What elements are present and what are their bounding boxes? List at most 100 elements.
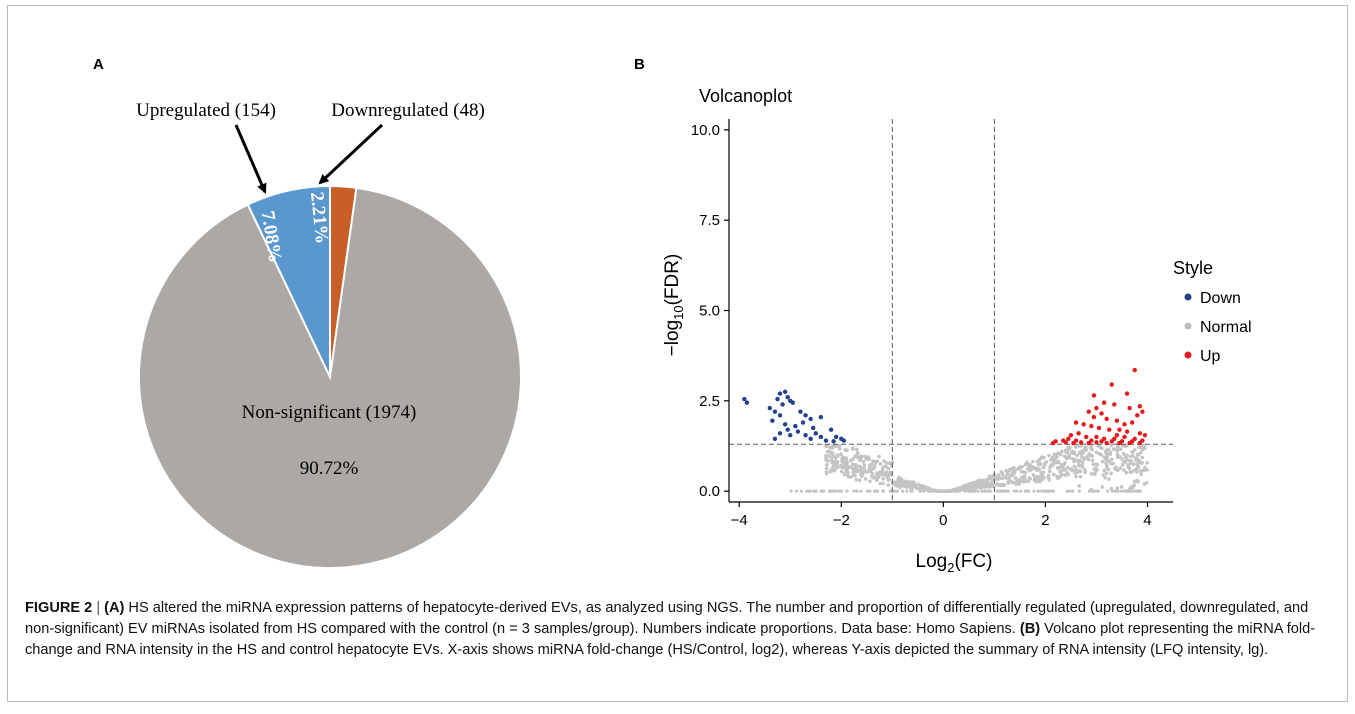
point-normal [1073,445,1078,449]
point-normal [1138,450,1143,455]
legend-title: Style [1173,258,1213,278]
point-normal [1046,475,1051,480]
point-normal [918,489,922,493]
point-normal [1051,489,1056,493]
point-normal [915,486,919,491]
point-normal [1118,447,1123,451]
point-up [1107,427,1112,432]
point-normal [844,469,848,474]
point-normal [878,462,883,466]
point-up [1096,425,1102,431]
point-normal [1028,468,1032,473]
point-normal [1051,459,1056,463]
point-normal [1097,452,1102,456]
point-normal [833,489,838,493]
point-up [1089,423,1094,429]
point-normal [839,469,844,474]
point-normal [1007,475,1012,479]
point-down [833,434,839,440]
point-normal [881,476,886,481]
point-normal [1137,458,1142,463]
point-normal [1055,474,1059,479]
point-down [744,400,750,405]
point-normal [819,489,823,493]
point-up [1068,432,1074,438]
point-normal [1041,465,1046,470]
point-normal [799,489,803,493]
point-normal [1075,453,1079,458]
point-normal [957,489,961,493]
point-normal [1065,471,1070,475]
point-normal [1116,489,1120,493]
point-normal [1010,472,1015,477]
point-normal [1109,457,1114,462]
point-normal [955,486,960,491]
point-normal [1054,460,1059,465]
point-normal [880,472,884,477]
point-up [1091,393,1097,398]
point-normal [1043,461,1047,465]
point-normal [1067,453,1072,458]
point-normal [1031,472,1036,477]
point-normal [1031,459,1035,464]
point-normal [1100,459,1105,464]
point-up [1086,409,1091,414]
point-normal [888,489,892,493]
point-normal [826,454,831,458]
point-normal [1080,460,1085,465]
point-normal [1106,467,1111,472]
point-normal [1132,462,1136,466]
point-normal [1064,448,1068,453]
point-normal [1126,489,1130,493]
point-normal [1006,489,1010,493]
point-normal [833,444,838,448]
point-normal [1124,470,1129,475]
point-normal [905,489,909,493]
point-normal [1145,460,1150,465]
point-normal [1000,476,1005,481]
point-normal [895,489,899,493]
point-normal [1012,489,1016,493]
point-normal [828,469,833,474]
point-normal [1090,489,1094,493]
point-normal [1013,468,1017,473]
point-up [1142,432,1148,438]
point-normal [833,464,838,469]
point-down [793,423,798,429]
point-normal [910,489,914,493]
point-normal [1138,469,1143,473]
point-normal [1104,451,1109,455]
point-normal [1006,470,1010,474]
point-normal [930,489,934,493]
point-normal [1098,445,1102,449]
point-normal [865,470,869,474]
point-up [1140,409,1145,414]
point-up [1071,440,1076,446]
normal-point-cloud [789,443,1150,493]
point-normal [822,489,826,493]
point-normal [1118,455,1122,459]
caption-b-tag: (B) [1019,621,1041,637]
point-up [1135,413,1140,418]
point-normal [1123,460,1127,464]
point-normal [795,489,799,493]
point-normal [1065,466,1070,470]
point-normal [1110,489,1114,493]
point-normal [1054,453,1058,457]
legend-marker-down [1184,293,1192,301]
point-normal [850,462,855,467]
point-normal [1020,475,1024,479]
volcano-ylabel: −log10(FDR) [662,254,686,357]
volcano-xlabel: Log2(FC) [916,551,993,575]
point-normal [982,478,986,482]
point-normal [948,489,953,493]
point-normal [971,480,976,485]
legend-label-down: Down [1200,290,1241,307]
point-normal [858,468,863,473]
point-normal [828,489,832,493]
point-normal [1140,461,1144,465]
point-normal [932,489,936,493]
point-normal [836,454,840,458]
point-normal [1062,463,1066,467]
